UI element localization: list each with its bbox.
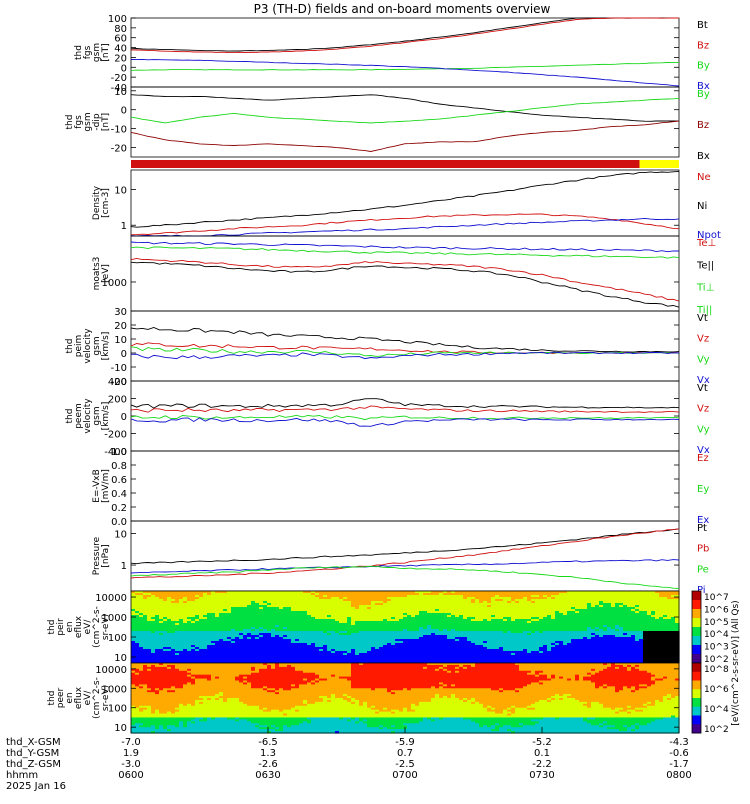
- legend-label: By: [697, 89, 710, 100]
- series-line-Ti||: [131, 247, 679, 258]
- legend-label: Vz: [697, 334, 709, 345]
- y-tick-label: 400: [108, 377, 127, 388]
- y-tick-label: -10: [111, 125, 127, 136]
- legend-label: Vy: [697, 424, 710, 435]
- series-line-Bz: [131, 121, 679, 151]
- legend-label: Ey: [697, 484, 709, 495]
- y-tick-label: 0: [121, 349, 127, 360]
- y-axis-label: [nPa]: [101, 544, 111, 567]
- series-line-Vt: [131, 399, 679, 408]
- series-line-Ti⊥: [131, 242, 679, 252]
- y-axis-label: [eV]: [101, 264, 111, 283]
- y-tick-label: 1: [121, 221, 127, 232]
- series-line-Ne: [131, 214, 679, 235]
- y-tick-label: 20: [114, 321, 127, 332]
- legend-label: Vz: [697, 404, 709, 415]
- panel-frame: [131, 311, 679, 381]
- legend-label: Te||: [696, 260, 714, 271]
- legend-label: Ni: [697, 201, 707, 212]
- y-tick-label: 0: [121, 412, 127, 423]
- legend-label: Vt: [697, 383, 708, 394]
- y-axis-label: [nT]: [101, 43, 111, 61]
- y-tick-label: 1: [121, 561, 127, 572]
- panel-frame: [131, 236, 679, 311]
- y-axis-label: [cm-3]: [101, 188, 111, 218]
- y-tick-label: 0.0: [111, 517, 127, 528]
- legend-label: Ne: [697, 172, 711, 183]
- series-line-Vx: [131, 418, 679, 426]
- y-tick-label: -10: [111, 363, 127, 374]
- y-axis-label: [mV/m]: [101, 469, 111, 503]
- series-line-Vx: [131, 352, 679, 358]
- series-line-Bx: [131, 59, 679, 86]
- legend-label: Bz: [697, 40, 709, 51]
- legend-label: Bz: [697, 120, 709, 131]
- y-tick-label: 0.4: [111, 489, 127, 500]
- y-tick-label: 10: [114, 87, 127, 98]
- y-tick-label: 0.6: [111, 475, 127, 486]
- y-tick-label: 0: [121, 106, 127, 117]
- y-axis-label: [km/s]: [101, 402, 111, 431]
- y-tick-label: -20: [111, 144, 127, 155]
- y-tick-label: 0.8: [111, 461, 127, 472]
- mode-bar-segment: [640, 160, 679, 168]
- legend-label: Bx: [697, 151, 710, 162]
- legend-label: Pt: [697, 523, 707, 534]
- spectrogram: [131, 591, 680, 664]
- y-tick-label: 10: [114, 335, 127, 346]
- series-line-Bt: [131, 18, 679, 51]
- panel-2: [131, 160, 679, 168]
- y-tick-label: 10: [114, 185, 127, 196]
- legend-label: Pe: [697, 564, 709, 575]
- y-axis-label: [nT]: [101, 113, 111, 131]
- y-tick-label: 1.0: [111, 447, 127, 458]
- y-tick-label: 0.2: [111, 503, 127, 514]
- legend-label: Ez: [697, 453, 709, 464]
- series-line-Npot: [131, 218, 679, 236]
- y-axis-label: [km/s]: [101, 332, 111, 361]
- legend-label: Te⊥: [696, 238, 716, 249]
- series-line-Bz: [131, 18, 679, 53]
- y-tick-label: 30: [114, 307, 127, 318]
- panel-frame: [131, 170, 679, 236]
- legend-label: Vt: [697, 313, 708, 324]
- series-line-Pt: [131, 529, 679, 564]
- series-line-By: [131, 98, 679, 123]
- legend-label: By: [697, 61, 710, 72]
- series-line-Te⊥: [131, 258, 679, 301]
- series-line-Bx: [131, 95, 679, 122]
- legend-label: Vy: [697, 354, 710, 365]
- mode-bar-segment: [131, 160, 640, 168]
- series-line-Vt: [131, 328, 679, 353]
- y-tick-label: 10: [114, 530, 127, 541]
- series-line-Te||: [131, 262, 679, 307]
- page-title: P3 (TH-D) fields and on-board moments ov…: [254, 2, 551, 16]
- legend-label: Bt: [697, 20, 708, 31]
- legend-label: Pb: [697, 544, 709, 555]
- panel-frame: [131, 451, 679, 521]
- legend-label: Ti⊥: [696, 283, 714, 294]
- panel-frame: [131, 521, 679, 591]
- series-line-Pe: [131, 566, 679, 588]
